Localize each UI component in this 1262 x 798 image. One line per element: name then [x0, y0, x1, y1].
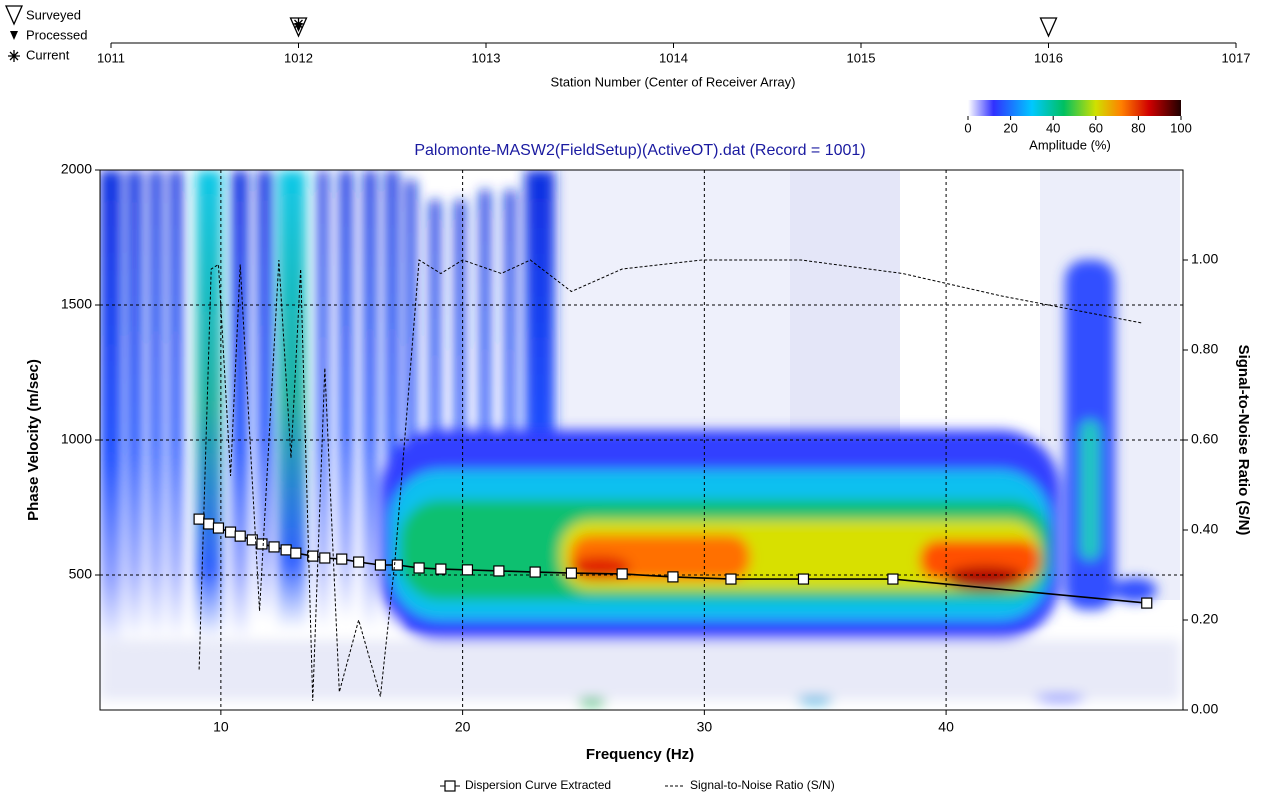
dispersion-image — [100, 170, 1180, 706]
square-marker — [256, 538, 268, 550]
snr-line — [198, 259, 1142, 702]
x-tick-label: 1011 — [97, 50, 125, 65]
square-marker — [319, 552, 331, 564]
square-marker — [224, 526, 237, 538]
triangle-marker — [10, 31, 18, 40]
square-marker — [193, 513, 205, 525]
square-marker — [461, 564, 474, 576]
x-tick-label: 1013 — [472, 50, 501, 65]
square-marker — [667, 571, 679, 583]
triangle-marker — [4, 5, 24, 26]
square-marker — [268, 541, 280, 553]
legend-label: Current — [26, 47, 70, 62]
square-marker — [435, 563, 447, 575]
square-marker — [529, 566, 541, 578]
square-marker — [565, 567, 577, 579]
x-tick-label: 40 — [938, 719, 954, 735]
square-marker — [307, 550, 319, 562]
x-axis-label: Frequency (Hz) — [586, 746, 694, 763]
y-axis-label: Phase Velocity (m/sec) — [25, 359, 42, 521]
y-tick-label: 2000 — [61, 161, 92, 177]
square-marker — [413, 562, 425, 574]
colorbar-tick-label: 60 — [1089, 120, 1103, 135]
colorbar-tick-label: 100 — [1170, 120, 1192, 135]
square-marker — [616, 568, 628, 580]
square-marker — [1141, 597, 1153, 609]
colorbar-label: Amplitude (%) — [1029, 137, 1111, 152]
square-marker — [391, 559, 403, 571]
square-marker — [887, 573, 899, 585]
square-marker — [280, 544, 292, 556]
square-marker — [725, 573, 737, 585]
y-tick-label: 500 — [69, 566, 93, 582]
asterisk-marker — [8, 50, 20, 62]
x-tick-label: 30 — [697, 719, 713, 735]
legend-label: Processed — [26, 27, 87, 42]
square-marker — [374, 559, 387, 571]
y2-tick-label: 0.20 — [1191, 611, 1218, 627]
y2-tick-label: 1.00 — [1191, 251, 1218, 267]
y-tick-label: 1500 — [61, 296, 92, 312]
dispersion-line — [198, 518, 1147, 604]
colorbar-tick-label: 40 — [1046, 120, 1060, 135]
y2-tick-label: 0.40 — [1191, 521, 1218, 537]
x-tick-label: 1015 — [847, 50, 876, 65]
x-tick-label: 1014 — [659, 50, 688, 65]
legend-label: Dispersion Curve Extracted — [465, 778, 611, 792]
x-tick-label: 1017 — [1222, 50, 1251, 65]
y-tick-label: 1000 — [61, 431, 92, 447]
x-tick-label: 10 — [213, 719, 229, 735]
square-marker — [336, 553, 348, 565]
chart-title: Palomonte-MASW2(FieldSetup)(ActiveOT).da… — [414, 142, 865, 159]
x-tick-label: 1016 — [1034, 50, 1063, 65]
y2-tick-label: 0.80 — [1191, 341, 1218, 357]
square-marker — [212, 522, 225, 534]
colorbar-tick-label: 20 — [1003, 120, 1017, 135]
colorbar-tick-label: 80 — [1131, 120, 1145, 135]
legend-label: Surveyed — [26, 7, 81, 22]
square-marker — [234, 530, 246, 542]
y2-tick-label: 0.00 — [1191, 701, 1218, 717]
legend-label: Signal-to-Noise Ratio (S/N) — [690, 778, 835, 792]
square-marker — [203, 518, 215, 530]
triangle-marker — [1039, 17, 1058, 38]
square-marker — [353, 556, 365, 568]
colorbar — [968, 100, 1181, 116]
square-marker — [290, 547, 302, 559]
x-tick-label: 20 — [455, 719, 471, 735]
x-tick-label: 1012 — [284, 50, 313, 65]
y2-tick-label: 0.60 — [1191, 431, 1218, 447]
square-marker — [797, 573, 810, 585]
square-marker — [444, 780, 456, 792]
y2-axis-label: Signal-to-Noise Ratio (S/N) — [1235, 345, 1252, 536]
asterisk-marker — [292, 18, 305, 30]
colorbar-tick-label: 0 — [964, 120, 971, 135]
square-marker — [493, 565, 505, 577]
x-axis-label: Station Number (Center of Receiver Array… — [551, 74, 796, 89]
